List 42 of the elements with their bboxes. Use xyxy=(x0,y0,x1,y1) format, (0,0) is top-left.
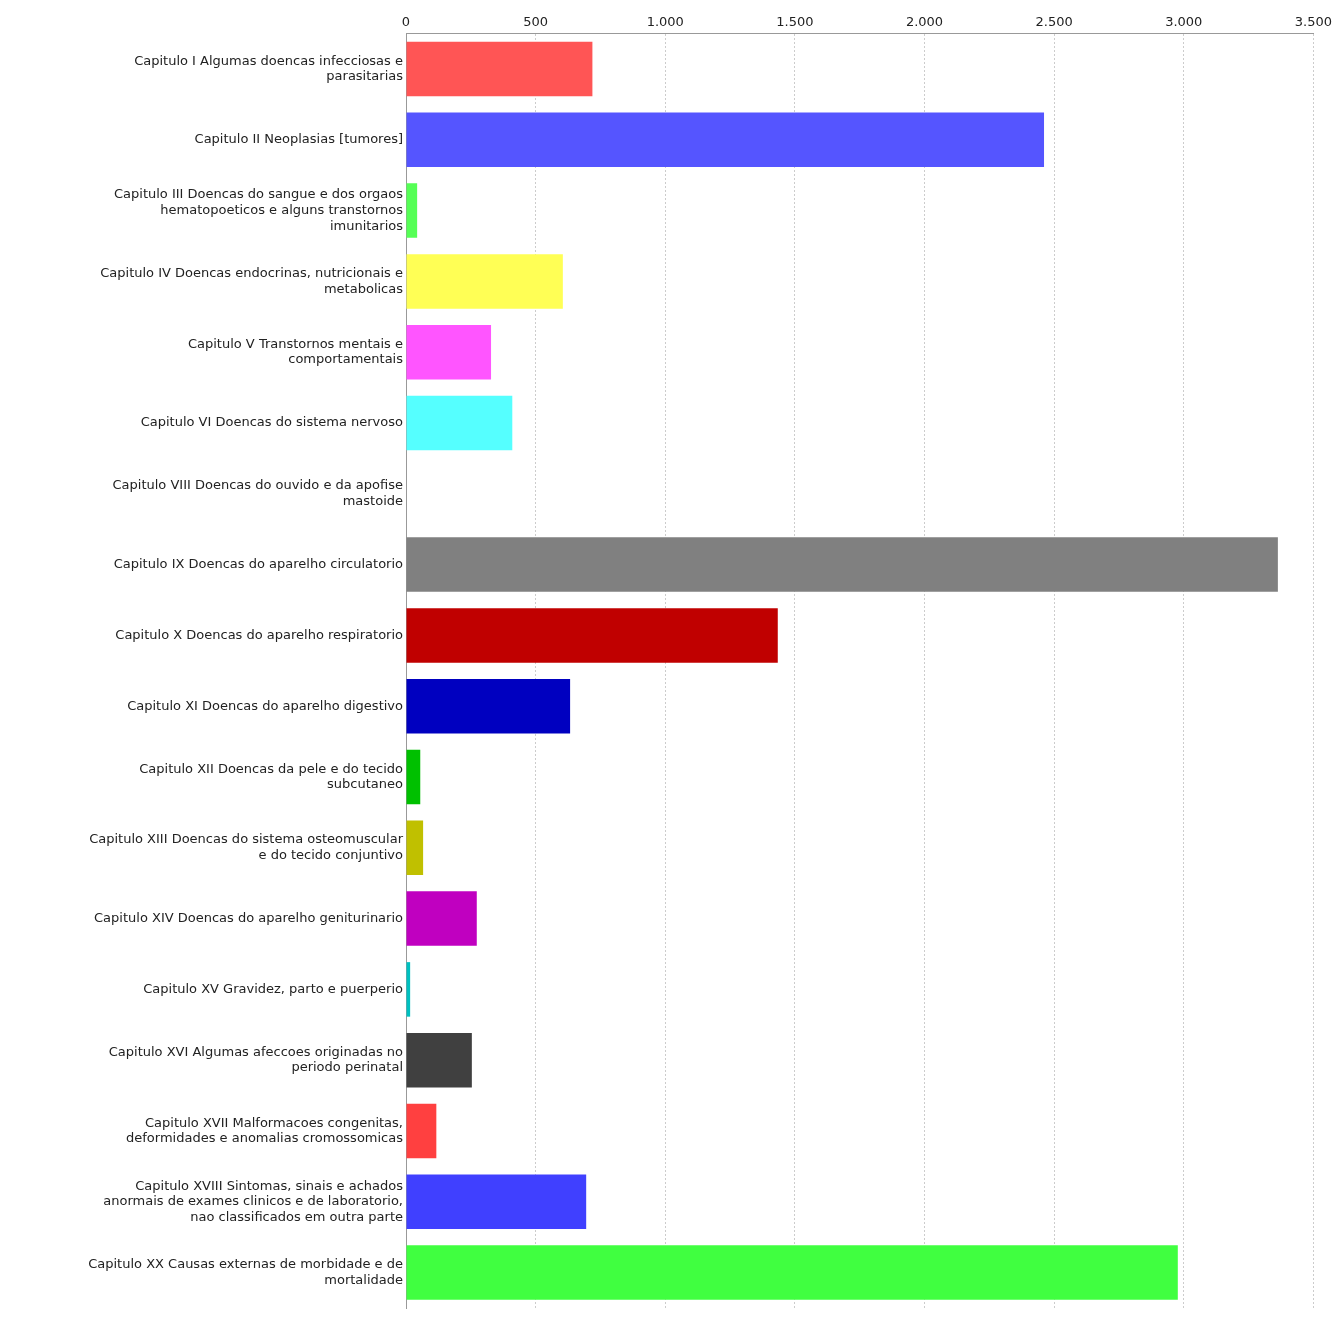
x-tick-label: 500 xyxy=(523,14,549,30)
bar xyxy=(406,112,1045,168)
x-tick-label: 1.500 xyxy=(776,14,814,30)
y-tick-label: Capitulo IX Doencas do aparelho circulatorio xyxy=(113,555,404,571)
bar xyxy=(406,1174,587,1230)
bar xyxy=(406,41,593,97)
y-tick-label: Capitulo VIII Doencas do ouvido e da apofise mastoide xyxy=(112,477,403,508)
bar xyxy=(406,608,778,663)
y-tick-label: Capitulo XIII Doencas do sistema osteomuscular e do tecido conjuntivo xyxy=(89,831,404,862)
y-tick-label: Capitulo V Transtornos mentais e comportamentais xyxy=(187,335,404,367)
y-tick-label: Capitulo XI Doencas do aparelho digestivo xyxy=(127,697,404,713)
bar xyxy=(406,749,421,805)
y-tick-label: Capitulo XV Gravidez, parto e puerperio xyxy=(143,980,404,996)
bar xyxy=(406,891,477,946)
y-tick-label: Capitulo XVII Malformacoes congenitas, deformidades e anomalias cromossomicas xyxy=(126,1114,404,1146)
bar xyxy=(406,254,563,309)
bar xyxy=(406,395,513,451)
bar xyxy=(406,324,492,380)
x-tick-label: 3.000 xyxy=(1165,14,1203,30)
y-tick-label: Capitulo IV Doencas endocrinas, nutricionais e metabolicas xyxy=(100,264,404,296)
x-tick-label: 2.000 xyxy=(905,14,944,30)
bar xyxy=(406,678,571,734)
bar xyxy=(406,820,424,876)
x-tick-label: 1.000 xyxy=(646,14,684,30)
y-tick-label: Capitulo VI Doencas do sistema nervoso xyxy=(140,414,404,430)
bar xyxy=(406,1245,1178,1300)
bar xyxy=(406,1103,437,1159)
y-tick-label: Capitulo III Doencas do sangue e dos orgaos hematopoeticos e alguns transtornos imunitarios xyxy=(114,186,404,233)
x-tick-label: 3.500 xyxy=(1294,14,1332,30)
y-tick-label: Capitulo XII Doencas da pele e do tecido subcutaneo xyxy=(139,760,404,792)
y-tick-label: Capitulo II Neoplasias [tumores] xyxy=(194,131,403,147)
bar xyxy=(406,183,418,238)
y-tick-label: Capitulo X Doencas do aparelho respiratorio xyxy=(115,626,404,642)
y-tick-label: Capitulo XX Causas externas de morbidade e de mortalidade xyxy=(88,1256,403,1287)
y-tick-label: Capitulo XVIII Sintomas, sinais e achados anormais de exames clinicos e de laboratorio, nao classificados em outra parte xyxy=(103,1177,404,1224)
y-tick-label: Capitulo XIV Doencas do aparelho geniturinario xyxy=(94,909,404,925)
x-tick-label: 0 xyxy=(401,14,411,30)
bar xyxy=(406,537,1278,592)
y-tick-label: Capitulo I Algumas doencas infecciosas e parasitarias xyxy=(134,52,404,84)
x-tick-label: 2.500 xyxy=(1035,14,1073,30)
y-tick-label: Capitulo XVI Algumas afeccoes originadas no periodo perinatal xyxy=(108,1043,404,1075)
bar xyxy=(406,1032,472,1088)
